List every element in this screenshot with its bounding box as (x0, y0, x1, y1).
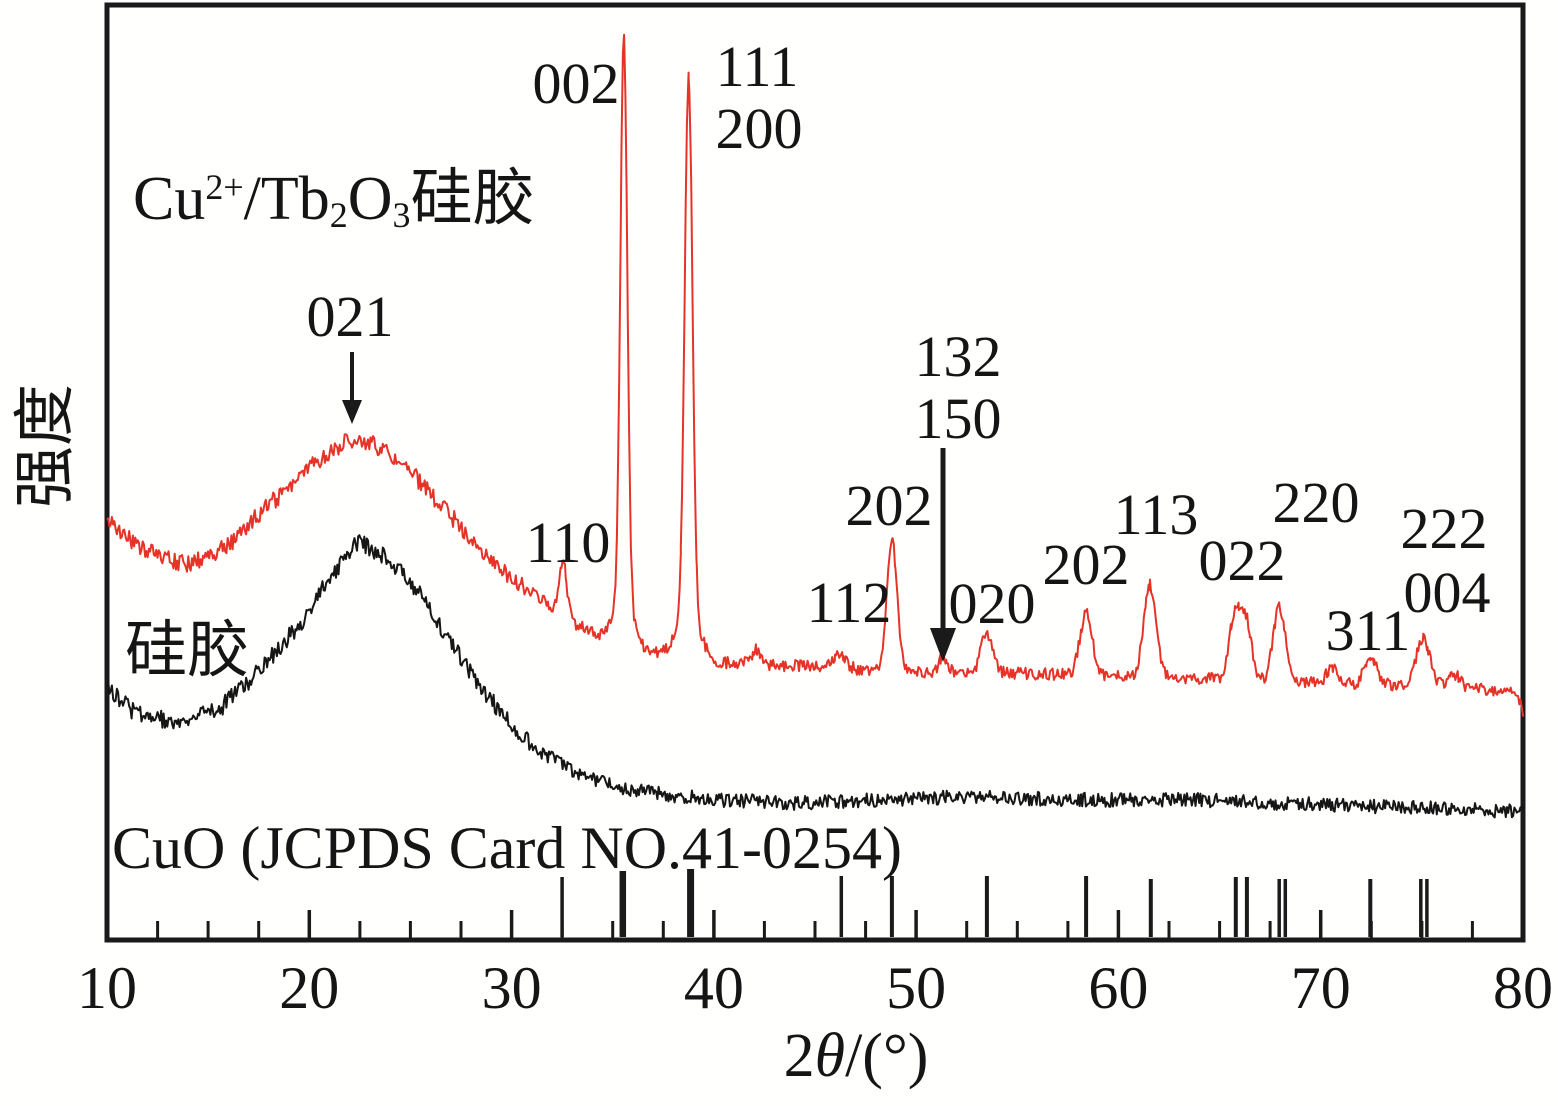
x-axis-label: 2θ/(°) (784, 1025, 929, 1087)
x-tick-label-30: 30 (481, 955, 542, 1021)
series1-label-pre: Cu (133, 165, 206, 233)
peak-label-202: 202 (845, 473, 933, 538)
series2-label: 硅胶 (125, 617, 250, 685)
reference-pattern-label: CuO (JCPDS Card NO.41-0254) (112, 815, 903, 881)
peak-label-021: 021 (306, 284, 394, 349)
curve-silica-gel (106, 534, 1524, 819)
series1-label-suffix: 硅胶 (410, 165, 535, 233)
x-tick-label-50: 50 (886, 955, 947, 1021)
peak-label-150: 150 (914, 386, 1002, 451)
x-tick-label-40: 40 (683, 955, 744, 1021)
peak-label-222: 222 (1400, 496, 1488, 561)
peak-label-202: 202 (1042, 532, 1130, 597)
peak-label-311: 311 (1325, 598, 1411, 663)
peak-label-113: 113 (1113, 482, 1199, 547)
x-tick-label-70: 70 (1290, 955, 1351, 1021)
x-ticks (105, 910, 1525, 940)
x-tick-label-60: 60 (1088, 955, 1149, 1021)
series1-label-sub2: 3 (392, 194, 411, 235)
peak-label-220: 220 (1272, 470, 1360, 535)
x-tick-label-80: 80 (1493, 955, 1553, 1021)
series1-label-sub1: 2 (329, 194, 348, 235)
peak-label-004: 004 (1403, 560, 1491, 625)
peak-label-002: 002 (532, 51, 620, 116)
x-axis-label-pre: 2 (783, 1022, 815, 1090)
annotation-arrows (342, 352, 956, 662)
x-axis-label-post: /(°) (845, 1022, 929, 1090)
x-tick-label-10: 10 (77, 955, 137, 1021)
series1-label-o: O (347, 165, 393, 233)
peak-label-132: 132 (914, 324, 1002, 389)
x-tick-label-20: 20 (279, 955, 340, 1021)
series1-label: Cu2+/Tb2O3硅胶 (133, 168, 535, 234)
peak-label-110: 110 (525, 510, 611, 575)
curve-cu-tb2o3-silica-gel (106, 33, 1524, 717)
peak-label-020: 020 (948, 571, 1036, 636)
peak-label-111: 111 (715, 34, 799, 99)
peak-label-022: 022 (1198, 528, 1286, 593)
series1-label-mid: /Tb (243, 165, 330, 233)
y-axis-label: 强度 (12, 383, 80, 509)
peak-label-200: 200 (715, 96, 803, 161)
x-axis-label-theta: θ (814, 1022, 846, 1090)
peak-label-112: 112 (806, 570, 892, 635)
jcpds-reference-lines (560, 869, 1429, 937)
series1-label-sup: 2+ (205, 167, 244, 208)
